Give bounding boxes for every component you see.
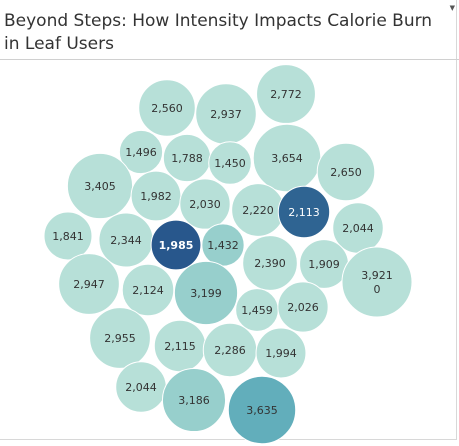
bubble-label: 3,635 (246, 404, 278, 417)
bubble-circle[interactable] (58, 253, 120, 315)
bubble[interactable]: 2,044 (115, 361, 167, 413)
bubble-circle[interactable] (277, 281, 329, 333)
bubble[interactable]: 3,635 (227, 375, 297, 445)
bubble-circle[interactable] (43, 211, 93, 261)
bubble-label: 2,344 (110, 234, 142, 247)
bubble-label: 2,220 (242, 204, 274, 217)
bubble[interactable]: 2,220 (231, 183, 285, 237)
bubble[interactable]: 1,841 (43, 211, 93, 261)
bubble[interactable]: 2,115 (153, 319, 207, 373)
bubble-label: 1,459 (241, 304, 273, 317)
bubble[interactable]: 1,909 (299, 239, 349, 289)
bubble-label: 3,199 (190, 287, 222, 300)
bubble[interactable]: 2,955 (89, 307, 151, 369)
bubble-circle[interactable] (255, 327, 307, 379)
bubble-label: 2,390 (254, 257, 286, 270)
bubble-circle[interactable] (208, 141, 252, 185)
bubble[interactable]: 1,496 (118, 129, 164, 175)
bubble-label: 1,994 (265, 347, 297, 360)
bubble[interactable]: 3,186 (161, 367, 227, 433)
bubble-label: 1,432 (207, 239, 239, 252)
bubble[interactable]: 2,937 (195, 83, 257, 145)
bubble-circle[interactable] (121, 263, 175, 317)
bubble-label: 1,909 (308, 258, 340, 271)
bubble[interactable]: 2,772 (256, 64, 316, 124)
bubble[interactable]: 2,026 (277, 281, 329, 333)
bubble-label: 1,450 (214, 157, 246, 170)
bubble[interactable]: 2,113 (277, 185, 331, 239)
bubble[interactable]: 1,788 (162, 133, 212, 183)
bubble-circle[interactable] (242, 235, 298, 291)
bubble[interactable]: 2,560 (138, 79, 196, 137)
caret-down-icon[interactable]: ▼ (449, 4, 455, 12)
bubble[interactable]: 1,982 (130, 170, 182, 222)
bubble-circle[interactable] (138, 79, 196, 137)
bubble[interactable]: 1,985 (150, 219, 202, 271)
bubble[interactable]: 2,124 (121, 263, 175, 317)
bubble[interactable]: 1,459 (235, 288, 279, 332)
bubble[interactable]: 2,947 (58, 253, 120, 315)
bubble-label: 1,982 (140, 190, 172, 203)
bubble[interactable]: 2,650 (316, 142, 376, 202)
bubble-label: 2,650 (330, 166, 362, 179)
bubble-label: 3,405 (84, 180, 116, 193)
bubble[interactable]: 1,450 (208, 141, 252, 185)
bubble-label: 2,026 (287, 301, 319, 314)
bubble-label: 3,921 0 (361, 269, 393, 296)
bubble-circle[interactable] (341, 246, 413, 318)
bubble-circle[interactable] (66, 152, 134, 220)
bubble-circle[interactable] (179, 178, 231, 230)
bubble-label: 2,286 (214, 344, 246, 357)
bubble[interactable]: 3,199 (173, 260, 239, 326)
bubble-circle[interactable] (316, 142, 376, 202)
bubble[interactable]: 1,994 (255, 327, 307, 379)
bubble-label: 2,124 (132, 284, 164, 297)
bubble-label: 2,947 (73, 278, 105, 291)
bubble-circle[interactable] (89, 307, 151, 369)
bubble[interactable]: 2,286 (202, 322, 258, 378)
bubble-label: 1,985 (159, 239, 194, 252)
bubble-label: 3,654 (271, 152, 303, 165)
bubble[interactable]: 3,405 (66, 152, 134, 220)
bubble-label: 1,496 (125, 146, 157, 159)
bubble[interactable]: 3,654 (252, 123, 322, 193)
bubble-circle[interactable] (173, 260, 239, 326)
title-bar: Beyond Steps: How Intensity Impacts Calo… (0, 0, 459, 60)
bubble-label: 2,560 (151, 102, 183, 115)
bubble-label: 2,772 (270, 88, 302, 101)
bubble-label: 1,841 (52, 230, 84, 243)
bubble[interactable]: 2,344 (98, 212, 154, 268)
bubble[interactable]: 1,432 (201, 223, 245, 267)
bubble-label: 2,030 (189, 198, 221, 211)
bubble-label: 3,186 (178, 394, 210, 407)
bubble-circle[interactable] (118, 129, 164, 175)
bubble-label: 2,115 (164, 340, 196, 353)
bubble[interactable]: 2,030 (179, 178, 231, 230)
bubble-circle[interactable] (150, 219, 202, 271)
bubble[interactable]: 2,390 (242, 235, 298, 291)
bubble-circle[interactable] (256, 64, 316, 124)
chart-title: Beyond Steps: How Intensity Impacts Calo… (4, 11, 433, 54)
bubble-label: 2,044 (125, 381, 157, 394)
bubble-circle[interactable] (161, 367, 227, 433)
bubble[interactable]: 3,921 0 (341, 246, 413, 318)
bubble-label: 1,788 (171, 152, 203, 165)
bubble-label: 2,955 (104, 332, 136, 345)
bubble-circle[interactable] (277, 185, 331, 239)
bubble-label: 2,044 (342, 222, 374, 235)
bubble-label: 2,113 (288, 206, 320, 219)
bubble-circle[interactable] (227, 375, 297, 445)
bubble-label: 2,937 (210, 108, 242, 121)
bubble[interactable]: 2,044 (332, 202, 384, 254)
